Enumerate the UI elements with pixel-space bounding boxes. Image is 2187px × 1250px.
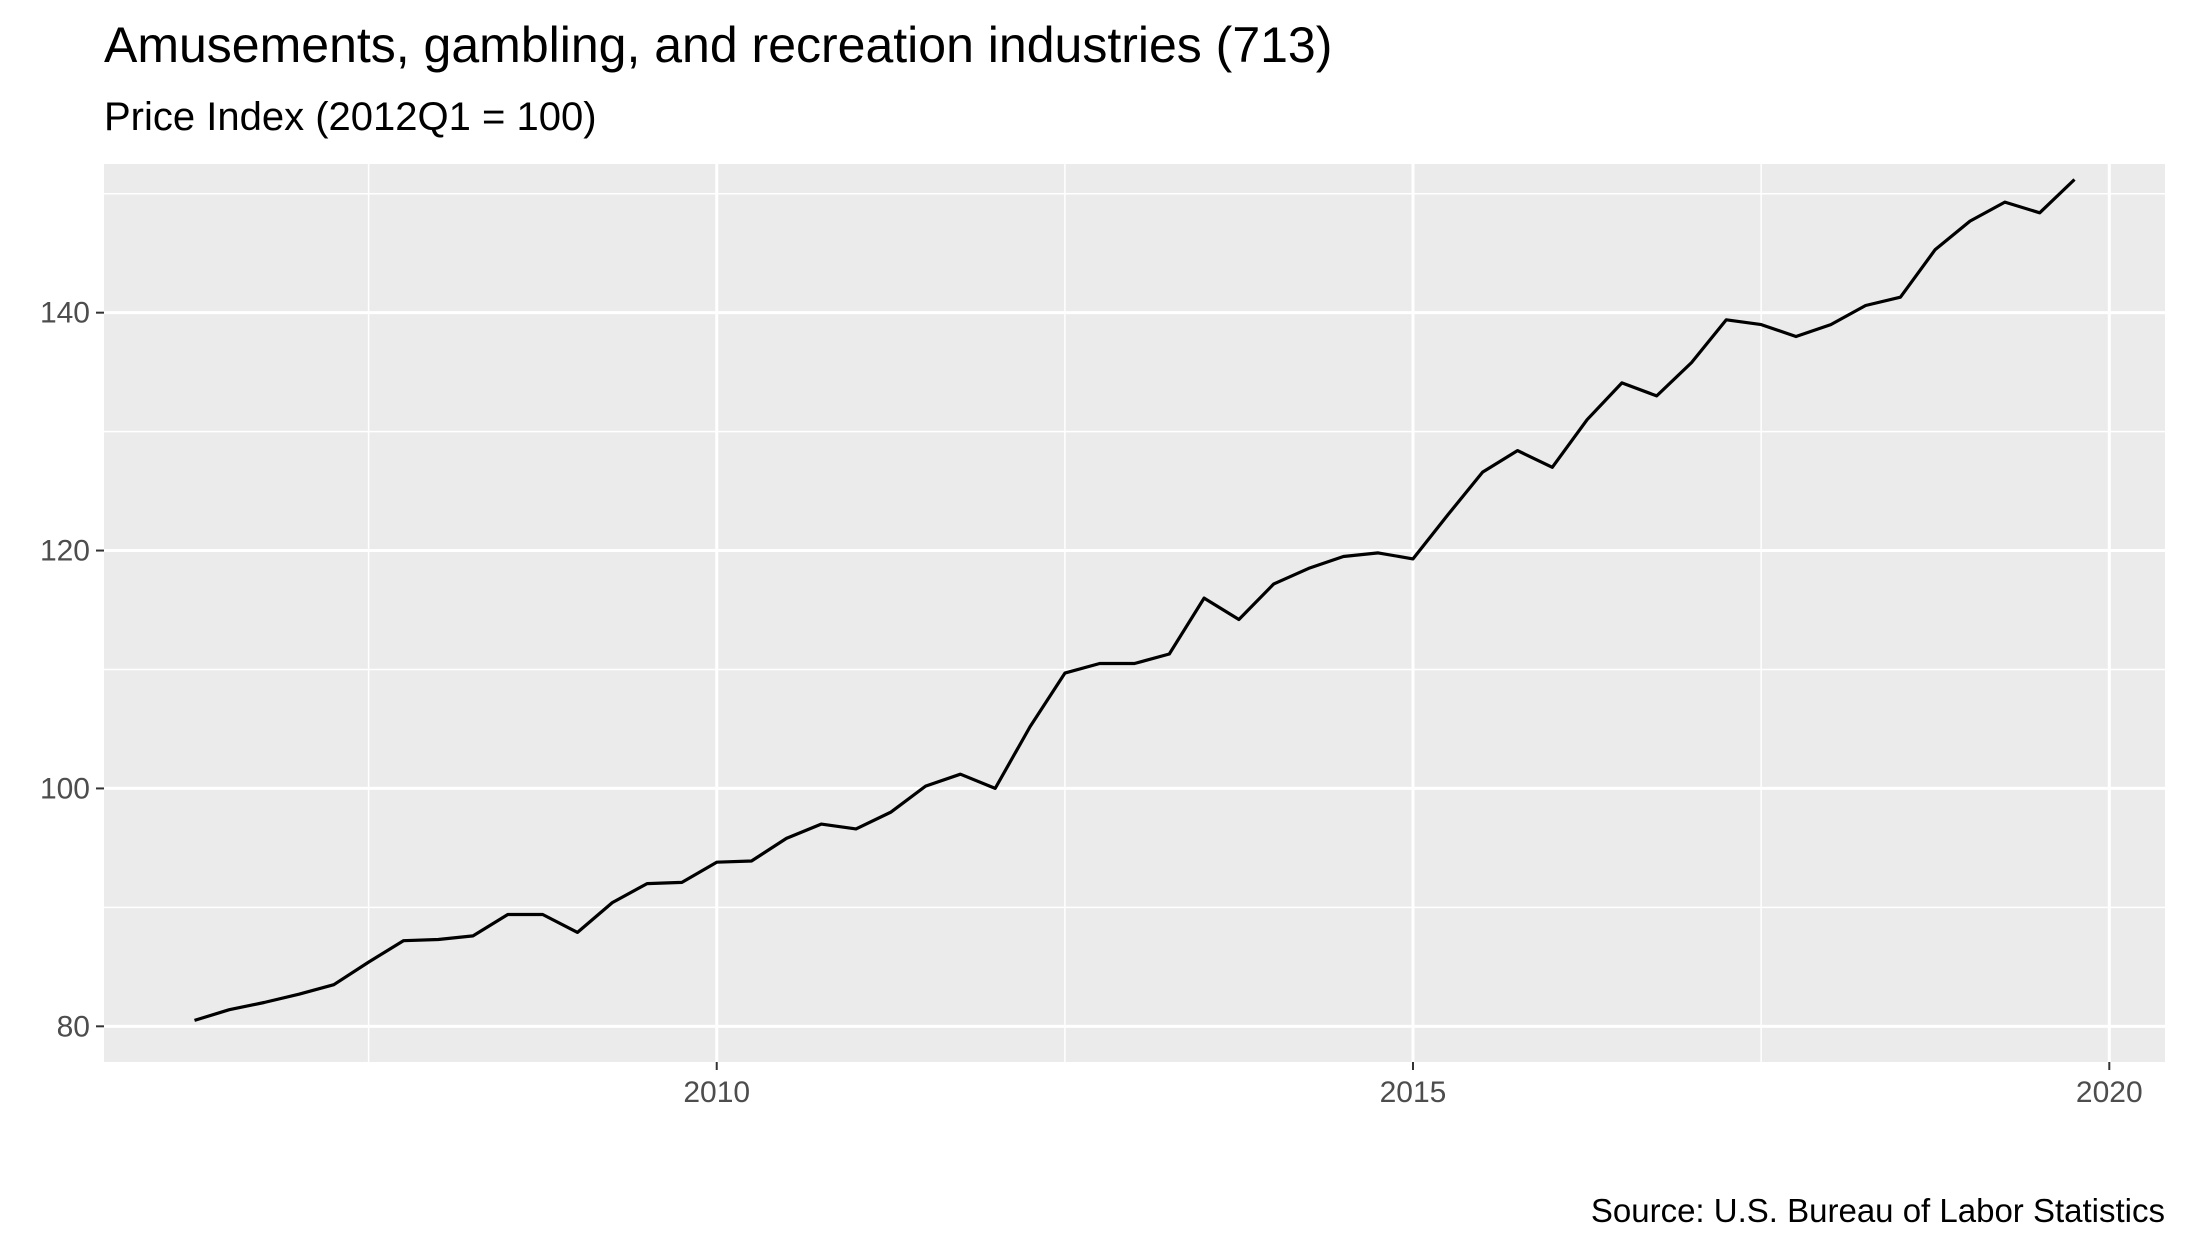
x-tick-label: 2015 <box>1380 1076 1447 1109</box>
series-group <box>194 178 2076 1022</box>
plot-panel <box>104 164 2165 1062</box>
y-tick-label: 120 <box>40 535 90 568</box>
price-index-line <box>194 178 2076 1022</box>
grid-lines <box>104 164 2165 1062</box>
y-tick-label: 80 <box>57 1010 90 1043</box>
source-caption: Source: U.S. Bureau of Labor Statistics <box>1591 1192 2165 1229</box>
y-tick-label: 100 <box>40 772 90 805</box>
chart-title: Amusements, gambling, and recreation ind… <box>104 17 1332 73</box>
x-tick-label: 2010 <box>683 1076 750 1109</box>
chart-subtitle: Price Index (2012Q1 = 100) <box>104 95 597 139</box>
x-tick-label: 2020 <box>2076 1076 2143 1109</box>
y-axis: 80 100 120 140 <box>40 297 104 1043</box>
x-axis: 2010 2015 2020 <box>683 1062 2143 1109</box>
y-tick-label: 140 <box>40 297 90 330</box>
